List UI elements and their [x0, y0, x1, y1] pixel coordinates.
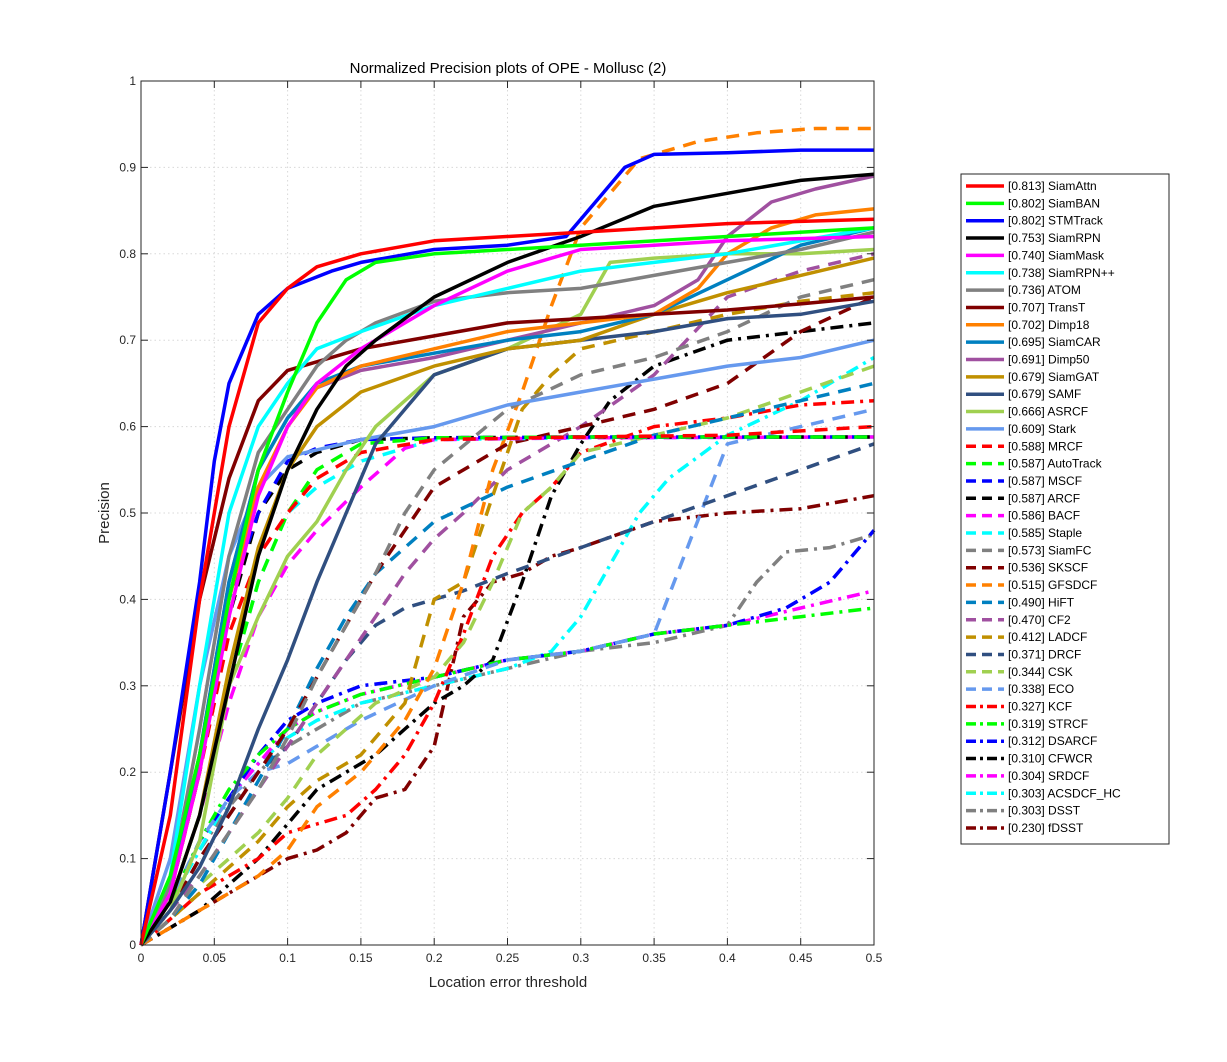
y-tick-label: 0.7: [119, 333, 136, 347]
legend-label: [0.695] SiamCAR: [1008, 335, 1101, 349]
series-lines: [139, 126, 876, 947]
legend-label: [0.587] MSCF: [1008, 474, 1082, 488]
legend-label: [0.304] SRDCF: [1008, 769, 1089, 783]
legend-label: [0.707] TransT: [1008, 300, 1086, 314]
legend-label: [0.585] Staple: [1008, 526, 1082, 540]
series-line: [139, 172, 875, 946]
series-line: [139, 226, 875, 946]
x-tick-label: 0.05: [203, 951, 227, 965]
legend-label: [0.691] Dimp50: [1008, 353, 1090, 367]
legend-label: [0.371] DRCF: [1008, 647, 1081, 661]
x-axis-title: Location error threshold: [429, 974, 587, 991]
series-line: [139, 217, 875, 946]
legend-label: [0.536] SKSCF: [1008, 561, 1088, 575]
legend-label: [0.310] CFWCR: [1008, 752, 1093, 766]
legend-label: [0.515] GFSDCF: [1008, 578, 1097, 592]
legend-label: [0.344] CSK: [1008, 665, 1073, 679]
legend-label: [0.679] SAMF: [1008, 387, 1081, 401]
y-tick-label: 0.2: [119, 765, 136, 779]
legend-label: [0.303] DSST: [1008, 804, 1081, 818]
legend-label: [0.702] Dimp18: [1008, 318, 1090, 332]
legend-label: [0.490] HiFT: [1008, 595, 1075, 609]
series-line: [140, 126, 874, 947]
legend-label: [0.327] KCF: [1008, 700, 1072, 714]
y-tick-label: 0.6: [119, 420, 136, 434]
chart-title: Normalized Precision plots of OPE - Moll…: [350, 60, 667, 77]
series-line: [139, 226, 875, 946]
x-tick-label: 0.3: [572, 951, 589, 965]
legend-label: [0.470] CF2: [1008, 613, 1071, 627]
series-line: [139, 299, 875, 947]
legend-label: [0.412] LADCF: [1008, 630, 1087, 644]
axis-ticks: 0 0.05 0.1 0.15 0.2 0.25 0.3 0.35 0.4 0.45 0.5 0 0.1…: [119, 74, 882, 965]
legend-label: [0.338] ECO: [1008, 682, 1074, 696]
legend-label: [0.586] BACF: [1008, 509, 1080, 523]
legend-label: [0.679] SiamGAT: [1008, 370, 1100, 384]
y-tick-label: 0.1: [119, 852, 136, 866]
x-tick-label: 0: [138, 951, 145, 965]
y-tick-label: 0.3: [119, 679, 136, 693]
legend-label: [0.588] MRCF: [1008, 439, 1083, 453]
x-tick-label: 0.45: [789, 951, 813, 965]
x-tick-label: 0.1: [279, 951, 296, 965]
legend: [0.813] SiamAttn [0.802] SiamBAN [0.802] S…: [966, 179, 1121, 835]
x-tick-label: 0.2: [426, 951, 443, 965]
legend-box: [960, 173, 1170, 845]
series-line: [139, 148, 874, 946]
legend-label: [0.740] SiamMask: [1008, 248, 1105, 262]
legend-label: [0.813] SiamAttn: [1008, 179, 1097, 193]
legend-label: [0.736] ATOM: [1008, 283, 1081, 297]
legend-label: [0.587] AutoTrack: [1008, 457, 1103, 471]
legend-label: [0.312] DSARCF: [1008, 734, 1097, 748]
y-tick-label: 1: [129, 74, 136, 88]
y-axis-title: Precision: [96, 482, 113, 544]
x-tick-label: 0.4: [719, 951, 736, 965]
series-line: [139, 435, 874, 946]
series-line: [139, 442, 875, 947]
series-line: [139, 606, 875, 946]
legend-label: [0.802] STMTrack: [1008, 214, 1104, 228]
series-line: [139, 277, 875, 947]
y-tick-label: 0.8: [119, 247, 136, 261]
series-line: [139, 234, 875, 946]
series-line: [140, 321, 875, 947]
x-tick-label: 0.5: [866, 951, 883, 965]
x-tick-label: 0.25: [496, 951, 520, 965]
series-line: [139, 529, 876, 946]
y-tick-label: 0.4: [119, 592, 136, 606]
legend-label: [0.303] ACSDCF_HC: [1008, 786, 1121, 800]
legend-label: [0.738] SiamRPN++: [1008, 266, 1115, 280]
legend-label: [0.666] ASRCF: [1008, 405, 1088, 419]
legend-label: [0.753] SiamRPN: [1008, 231, 1101, 245]
series-line: [139, 398, 875, 947]
legend-label: [0.573] SiamFC: [1008, 543, 1092, 557]
y-tick-label: 0.5: [119, 506, 136, 520]
y-tick-label: 0.9: [119, 160, 136, 174]
series-line: [139, 247, 875, 947]
series-line: [139, 532, 875, 946]
series-line: [139, 407, 875, 946]
legend-label: [0.609] Stark: [1008, 422, 1077, 436]
legend-label: [0.230] fDSST: [1008, 821, 1084, 835]
legend-label: [0.587] ARCF: [1008, 491, 1080, 505]
x-tick-label: 0.35: [642, 951, 666, 965]
x-tick-label: 0.15: [349, 951, 373, 965]
y-tick-label: 0: [129, 938, 136, 952]
legend-label: [0.802] SiamBAN: [1008, 196, 1100, 210]
legend-label: [0.319] STRCF: [1008, 717, 1088, 731]
